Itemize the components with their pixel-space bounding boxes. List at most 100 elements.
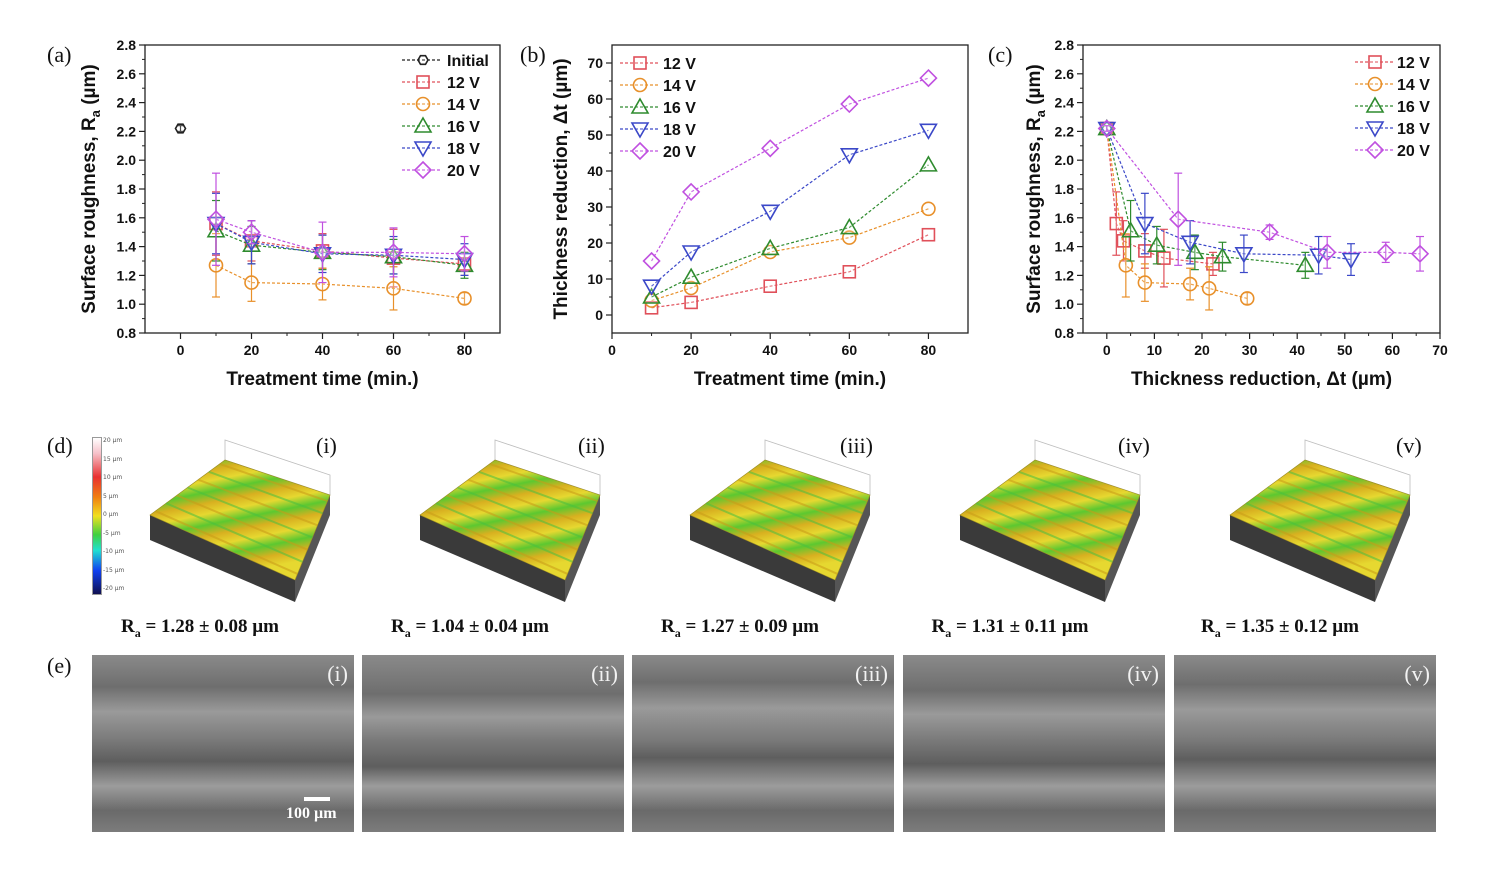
surface-ridge [1288,470,1403,515]
x-tick-label: 30 [1242,342,1258,358]
y-tick-label: 2.4 [1055,95,1075,111]
surface-side [565,495,600,602]
ra-symbol: R [390,616,405,637]
chart-a-roughness-vs-time: 0 20 40 60 80 0.8 1.0 1.2 1.4 1.6 1.8 2.0 2.2 2.4 2.6 2… [79,37,501,390]
ra-subscript: a [134,625,141,640]
surface-ridge [1277,478,1398,527]
data-point [1182,276,1198,292]
surface-side [960,515,1105,602]
legend-marker [415,96,431,112]
data-point [684,295,698,310]
y-tick-label: 2.0 [117,152,137,168]
ra-symbol: R [660,616,675,637]
data-point [1410,244,1430,263]
surface-ridge [1267,486,1393,539]
roughness-value: Ra = 1.28 ± 0.08 µm [70,616,330,641]
data-point [760,238,780,256]
x-tick-label: 50 [1337,342,1353,358]
data-point [1157,251,1171,265]
x-tick-label: 0 [608,342,616,358]
panel-label-b: (b) [520,42,546,67]
series-line [651,208,929,302]
surface-profile-3d [149,439,331,602]
y-tick-label: 2.8 [1055,37,1075,53]
data-point [1239,291,1255,306]
legend-label: 14 V [663,78,696,95]
sem-image: (iii) [632,655,894,832]
data-point [683,280,699,296]
surface-side [295,495,330,602]
surface-profile-3d [959,439,1141,602]
surface-ridge [154,510,298,575]
y-tick-label: 0.8 [117,325,137,341]
surface-side [835,495,870,602]
legend-label: 20 V [1397,143,1430,160]
scale-bar [304,797,330,801]
y-tick-label: 1.8 [117,181,137,197]
roughness-value: Ra = 1.31 ± 0.11 µm [880,616,1140,641]
data-point [842,265,857,279]
sub-panel-label: (v) [1396,433,1422,458]
data-point [642,279,661,296]
legend-marker [413,160,433,180]
x-tick-label: 0 [1103,342,1111,358]
series-16v [642,155,938,304]
surface-ridge [986,494,1118,551]
legend-marker [413,116,433,133]
series-line [1106,128,1214,265]
colorbar-tick-label: 20 µm [103,437,123,444]
data-point [1260,223,1279,242]
surface-ridge [457,486,583,539]
surface-ridge [1234,510,1378,575]
legend-marker [630,141,650,161]
legend-marker [633,56,647,70]
sub-panel-label: (iii) [840,433,873,458]
y-tick-label: 1.8 [1055,181,1075,197]
surface-ridge [727,486,853,539]
x-tick-label: 60 [842,342,858,358]
surface-ridge [694,510,838,575]
surface-ridge [489,462,598,503]
y-tick-label: 1.6 [117,210,137,226]
surface-profile-3d [419,439,601,602]
legend-label: 16 V [447,119,480,136]
y-tick-label: 30 [587,199,603,215]
x-tick-label: 80 [457,342,473,358]
y-tick-label: 60 [587,91,603,107]
series-line [651,234,929,309]
surface-ridge [446,494,578,551]
data-point [1137,275,1153,290]
surface-ridge [737,478,858,527]
x-axis-label: Treatment time (min.) [694,369,886,390]
data-point [384,243,403,262]
series-line [215,230,465,266]
y-tick-label: 50 [587,127,603,143]
data-point [206,210,226,229]
series-20v [206,172,474,284]
surface-side [1375,495,1410,602]
y-tick-label: 2.6 [117,66,137,82]
data-point [1121,221,1140,238]
sem-image: (iv) [903,655,1165,832]
data-point [457,291,472,306]
y-tick-label: 2.6 [1055,66,1075,82]
ra-symbol: R [1200,616,1215,637]
colorbar-tick-label: -5 µm [103,529,121,537]
legend-marker [413,141,433,158]
surface-ridge [435,502,573,563]
y-tick-label: 1.4 [117,239,137,255]
data-point [1234,247,1254,264]
roughness-value: Ra = 1.04 ± 0.04 µm [340,616,600,641]
ra-value: = 1.31 ± 0.11 µm [951,616,1089,637]
surface-ridge [716,494,848,551]
y-tick-label: 2.2 [117,123,137,139]
colorbar-tick-label: 0 µm [103,511,119,518]
surface-side [150,515,295,602]
data-point [1169,210,1188,229]
series-20v [1097,119,1430,272]
ra-symbol: R [931,616,946,637]
data-point [1213,247,1232,264]
plot-frame [1082,44,1441,334]
data-point [921,201,936,217]
